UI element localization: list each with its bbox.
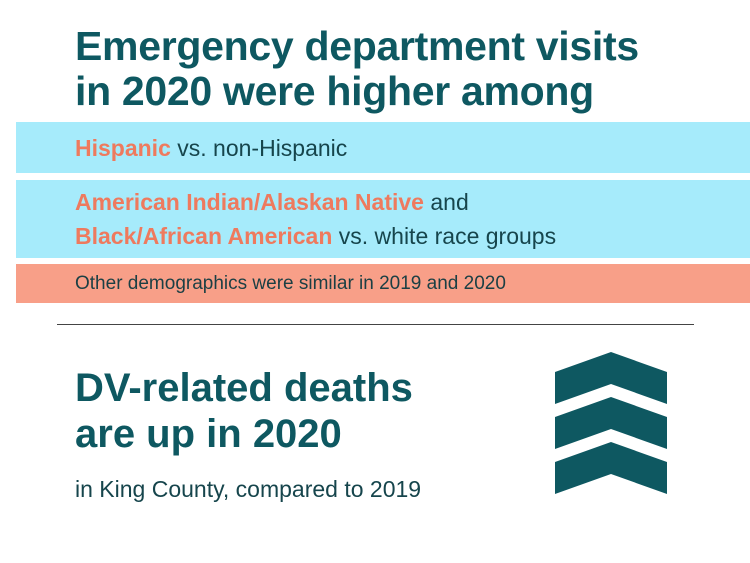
aian-highlight: American Indian/Alaskan Native — [75, 189, 424, 215]
dv-title-line-2: are up in 2020 — [75, 412, 342, 456]
dv-subtitle: in King County, compared to 2019 — [75, 476, 422, 502]
hispanic-statement: Hispanic vs. non-Hispanic — [75, 131, 347, 165]
race-statement: American Indian/Alaskan Native and Black… — [75, 185, 556, 253]
other-demographics-note: Other demographics were similar in 2019 … — [16, 264, 750, 303]
chevron-up-icon-bottom — [555, 442, 667, 494]
hispanic-rest: vs. non-Hispanic — [170, 135, 348, 161]
hispanic-highlight: Hispanic — [75, 135, 171, 161]
dv-deaths-title: DV-related deaths are up in 2020 — [75, 365, 413, 457]
section-divider — [57, 324, 694, 325]
chevron-up-icon-top — [555, 352, 667, 404]
note-text: Other demographics were similar in 2019 … — [75, 273, 506, 294]
headline-line-1: Emergency department visits — [75, 23, 639, 69]
headline-line-2: in 2020 were higher among — [75, 68, 594, 114]
triple-chevron-up-icon — [555, 352, 667, 494]
race-rest-2: vs. white race groups — [332, 223, 557, 249]
chevron-up-icon-middle — [555, 397, 667, 449]
dv-title-line-1: DV-related deaths — [75, 366, 413, 410]
hispanic-band: Hispanic vs. non-Hispanic — [16, 122, 750, 173]
race-band: American Indian/Alaskan Native and Black… — [16, 180, 750, 258]
black-highlight: Black/African American — [75, 223, 333, 249]
headline: Emergency department visits in 2020 were… — [75, 24, 639, 114]
race-rest-1: and — [423, 189, 469, 215]
